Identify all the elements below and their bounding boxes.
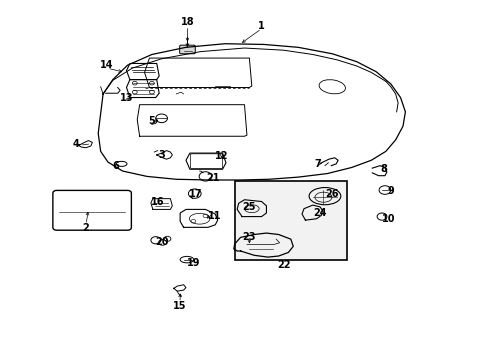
FancyBboxPatch shape (179, 45, 195, 54)
Text: 19: 19 (186, 258, 200, 268)
Text: 8: 8 (379, 164, 386, 174)
Text: 1: 1 (258, 21, 264, 31)
Text: 9: 9 (386, 186, 393, 197)
Text: 18: 18 (180, 17, 194, 27)
Text: 26: 26 (325, 189, 338, 199)
Text: 2: 2 (82, 224, 89, 233)
Text: 16: 16 (151, 197, 164, 207)
Text: 12: 12 (214, 150, 228, 161)
Text: 10: 10 (381, 215, 394, 224)
Text: 11: 11 (207, 211, 221, 221)
Text: 7: 7 (314, 159, 320, 169)
Text: 13: 13 (120, 93, 133, 103)
Text: 17: 17 (188, 189, 202, 199)
Text: 24: 24 (313, 208, 326, 218)
Text: 6: 6 (112, 161, 119, 171)
Text: 21: 21 (205, 173, 219, 183)
Text: 25: 25 (242, 202, 256, 212)
Text: 23: 23 (242, 232, 256, 242)
Text: 20: 20 (155, 237, 168, 247)
Text: 4: 4 (73, 139, 80, 149)
Text: 22: 22 (277, 260, 291, 270)
Bar (234, 181, 346, 260)
Text: 5: 5 (148, 116, 155, 126)
Text: 15: 15 (173, 301, 186, 311)
Text: 14: 14 (100, 60, 114, 70)
Text: 3: 3 (158, 150, 164, 160)
